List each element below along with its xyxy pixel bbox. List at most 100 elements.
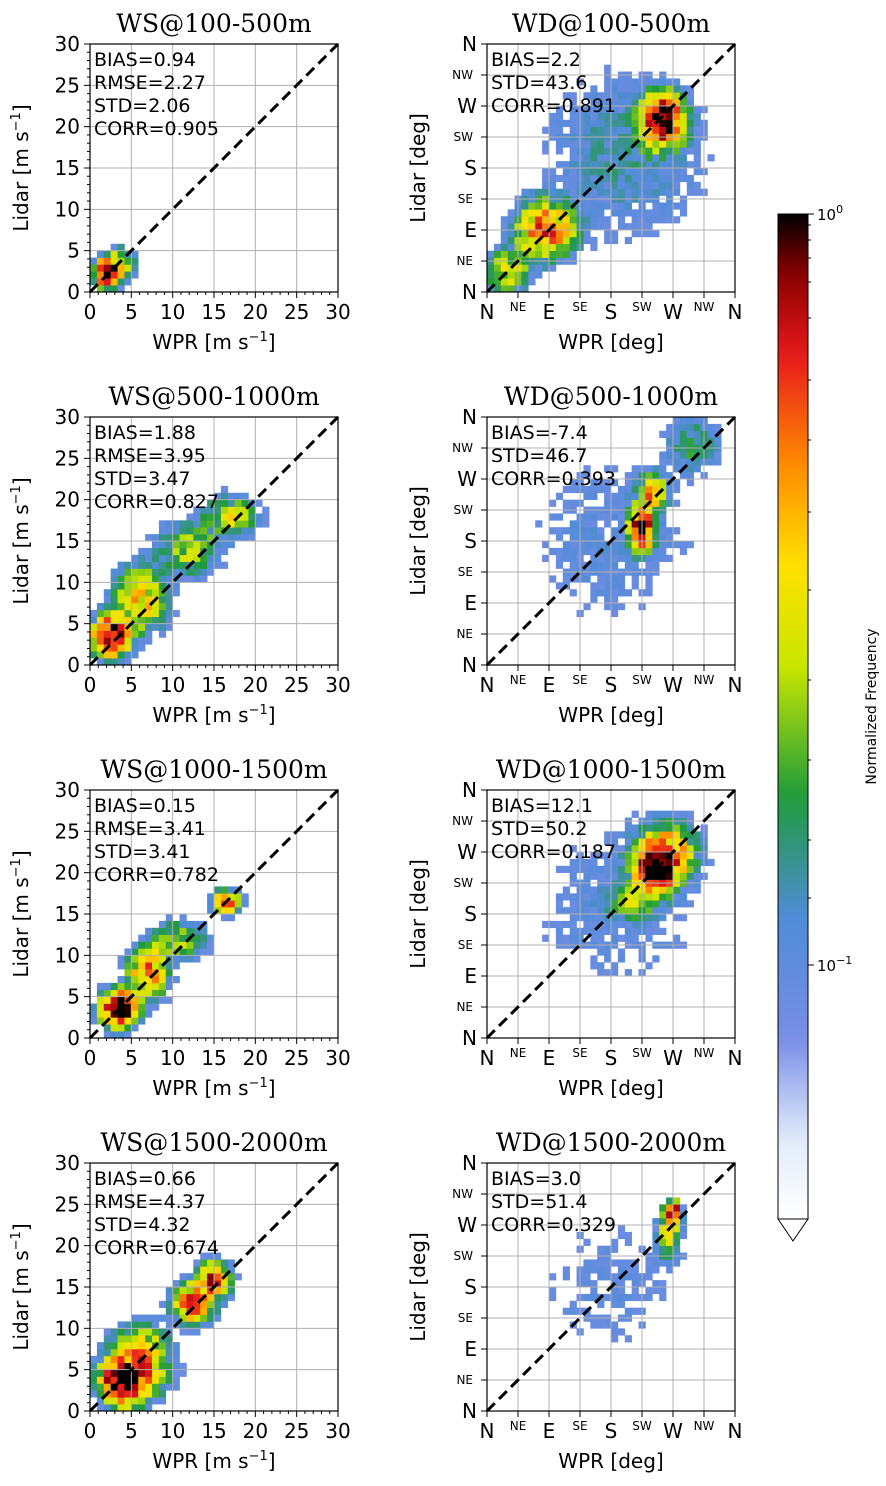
heatmap-cell [569,236,577,245]
y-tick-label: NW [452,441,473,455]
heatmap-cell [569,527,577,535]
heatmap-cell [117,264,125,272]
heatmap-cell [110,285,118,293]
x-tick-label: NE [510,673,527,687]
heatmap-cell [666,168,674,176]
heatmap-cell [693,872,701,880]
heatmap-cell [624,1307,632,1315]
heatmap-cell [590,914,598,922]
heatmap-cell [528,236,536,245]
heatmap-cell [604,174,612,183]
heatmap-cell [617,499,626,507]
heatmap-cell [624,1266,632,1274]
heatmap-cell [693,147,701,155]
heatmap-cell [583,92,591,100]
heatmap-cell [631,1266,639,1274]
heatmap-cell [679,140,688,148]
heatmap-cell [652,1266,660,1274]
heatmap-cell [679,886,688,894]
heatmap-cell [152,1369,160,1377]
heatmap-cell [193,534,201,542]
heatmap-cell [679,154,688,162]
heatmap-cell [227,520,235,528]
heatmap-cell [679,865,688,873]
heatmap-cell [645,513,653,521]
heatmap-cell [590,216,598,224]
heatmap-cell [521,188,529,196]
y-tick-label: S [464,902,477,926]
heatmap-cell [248,513,256,521]
heatmap-cell [659,161,667,169]
heatmap-cell [666,1204,674,1212]
heatmap-cell [186,554,194,562]
heatmap-cell [200,948,208,956]
heatmap-cell [200,527,208,535]
heatmap-cell [562,161,570,169]
heatmap-cell [124,948,132,956]
heatmap-cell [673,417,681,425]
heatmap-cell [597,119,605,127]
x-axis-label: WPR [deg] [558,1449,663,1473]
heatmap-cell [138,1017,146,1025]
heatmap-cell [207,1307,215,1315]
stat-annotation: CORR=0.905 [94,118,219,140]
heatmap-cell [549,126,557,134]
heatmap-cell [158,630,167,638]
heatmap-cell [214,1293,222,1302]
heatmap-cell [624,527,632,535]
heatmap-cell [666,458,674,466]
heatmap-cell [659,534,667,542]
heatmap-cell [590,119,598,127]
heatmap-cell [110,1349,118,1357]
y-tick-label: N [462,778,477,802]
heatmap-cell [186,948,194,956]
heatmap-cell [624,845,632,853]
heatmap-cell [96,982,105,991]
heatmap-cell [145,976,153,984]
y-tick-label: N [462,1026,477,1050]
heatmap-cell [110,1335,118,1343]
heatmap-cell [590,900,598,908]
heatmap-cell [686,451,694,459]
x-tick-label: N [480,1046,495,1070]
heatmap-cell [131,637,139,645]
heatmap-cell [624,209,632,217]
heatmap-cell [562,893,570,901]
heatmap-cell [138,1397,146,1405]
heatmap-cell [693,423,701,432]
heatmap-cell [617,955,626,963]
heatmap-cell [617,1300,626,1308]
heatmap-cell [528,264,536,272]
heatmap-cell [645,1273,653,1281]
heatmap-cell [666,209,674,217]
heatmap-cell [227,1293,235,1302]
heatmap-cell [193,1293,201,1302]
heatmap-cell [590,541,598,549]
heatmap-cell [110,1342,118,1350]
heatmap-cell [200,934,208,942]
heatmap-cell [193,1300,201,1308]
heatmap-cell [165,1335,173,1343]
heatmap-cell [631,168,639,176]
heatmap-cell [124,264,132,272]
heatmap-cell [138,1362,146,1370]
heatmap-cell [652,810,660,818]
heatmap-cell [569,561,577,569]
heatmap-cell [666,810,674,818]
heatmap-cell [124,1404,132,1412]
heatmap-cell [90,651,98,659]
heatmap-cell [165,1287,173,1295]
heatmap-cell [555,250,564,258]
heatmap-cell [158,575,167,583]
heatmap-cell [207,1266,215,1274]
heatmap-cell [220,1259,229,1267]
heatmap-cell [590,223,598,231]
heatmap-cell [521,285,529,293]
heatmap-cell [659,1225,667,1233]
heatmap-cell [193,575,201,583]
heatmap-cell [611,547,619,556]
heatmap-cell [631,824,639,832]
heatmap-cell [193,948,201,956]
heatmap-cell [200,1321,208,1329]
